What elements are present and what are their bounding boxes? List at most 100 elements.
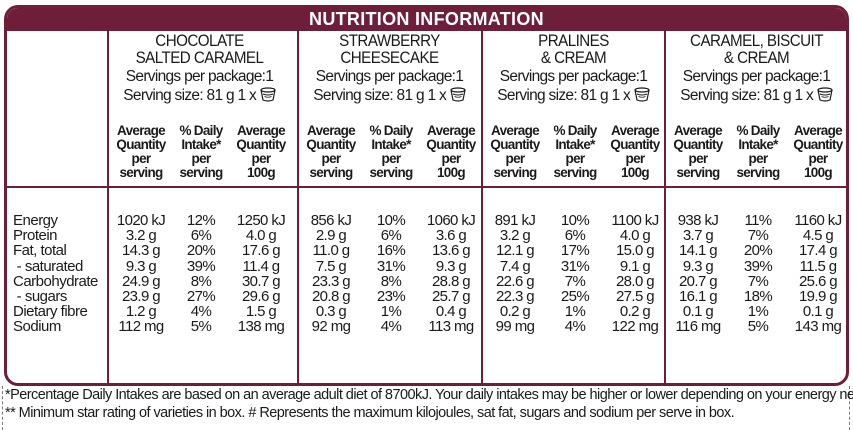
- value-saturated-avg-per-serving: 7.4 g: [499, 257, 531, 275]
- column-header-line: per: [505, 151, 526, 166]
- value-protein-avg-per-100g: 4.0 g: [619, 227, 651, 245]
- column-header-line: 100g: [621, 165, 650, 180]
- value-carbohydrate-daily-intake: 7%: [564, 272, 586, 290]
- value-dietary-fibre-avg-per-100g: 0.1 g: [802, 303, 834, 321]
- column-header-line: serving: [676, 165, 720, 180]
- product-header: STRAWBERRY CHEESECAKE Servings per package…: [299, 33, 480, 104]
- value-energy-avg-per-serving: 938 kJ: [677, 212, 719, 229]
- serving-size-text: Serving size: 81 g 1 x: [680, 87, 814, 104]
- column-header-line: serving: [493, 165, 537, 180]
- value-sugars-daily-intake: 27%: [186, 288, 216, 305]
- value-dietary-fibre-daily-intake: 1%: [564, 303, 586, 321]
- value-sugars-avg-per-serving: 22.3 g: [495, 288, 535, 305]
- row-label-saturated: - saturated: [13, 257, 84, 275]
- column-header-daily-intake: % Daily Intake* per serving: [361, 124, 421, 180]
- column-header-line: Quantity: [673, 137, 723, 152]
- column-divider: [481, 31, 483, 383]
- value-carbohydrate-avg-per-serving: 24.9 g: [121, 272, 161, 290]
- column-divider: [107, 31, 109, 383]
- value-energy-avg-per-serving: 891 kJ: [494, 212, 536, 229]
- value-dietary-fibre-daily-intake: 4%: [190, 303, 212, 321]
- column-header-line: per: [191, 151, 212, 166]
- column-header-line: per: [321, 151, 342, 166]
- value-carbohydrate-daily-intake: 8%: [190, 272, 212, 290]
- column-header-line: % Daily: [369, 123, 413, 138]
- column-header-line: % Daily: [553, 123, 597, 138]
- column-header-line: per: [565, 151, 586, 166]
- product-name-line: PRALINES: [538, 32, 609, 50]
- column-header-daily-intake: % Daily Intake* per serving: [545, 124, 605, 180]
- value-sodium-avg-per-100g: 138 mg: [237, 318, 285, 336]
- value-energy-avg-per-serving: 1020 kJ: [116, 212, 166, 229]
- value-dietary-fibre-avg-per-serving: 0.1 g: [682, 303, 714, 321]
- value-saturated-avg-per-serving: 9.3 g: [125, 257, 157, 275]
- nutrition-panel: NUTRITION INFORMATION CHOCOLATE SALTED CA…: [4, 5, 849, 386]
- yogurt-cup-icon: [260, 87, 276, 102]
- value-sodium-avg-per-serving: 112 mg: [118, 318, 164, 336]
- value-fat-total-daily-intake: 16%: [376, 242, 406, 260]
- value-carbohydrate-avg-per-100g: 30.7 g: [241, 272, 281, 290]
- column-header-line: serving: [179, 165, 223, 180]
- column-header-line: per: [251, 151, 272, 166]
- value-sodium-daily-intake: 5%: [190, 318, 212, 336]
- row-label-carbohydrate: Carbohydrate: [13, 272, 98, 290]
- value-sodium-avg-per-100g: 122 mg: [611, 318, 659, 336]
- value-energy-avg-per-serving: 856 kJ: [310, 212, 352, 229]
- column-header-line: per: [625, 151, 646, 166]
- column-header-line: per: [131, 151, 152, 166]
- value-fat-total-avg-per-100g: 13.6 g: [431, 242, 471, 260]
- value-energy-daily-intake: 10%: [560, 212, 590, 229]
- value-saturated-avg-per-100g: 11.5 g: [799, 257, 838, 275]
- value-fat-total-daily-intake: 20%: [186, 242, 216, 260]
- cut-line-left: [2, 386, 3, 430]
- value-sugars-daily-intake: 23%: [376, 288, 406, 305]
- value-sugars-avg-per-100g: 27.5 g: [615, 288, 655, 305]
- value-saturated-daily-intake: 31%: [560, 257, 590, 275]
- value-carbohydrate-avg-per-100g: 28.8 g: [431, 272, 471, 290]
- column-header-line: Average: [674, 123, 723, 138]
- serving-size: Serving size: 81 g 1 x: [109, 87, 290, 104]
- value-protein-avg-per-100g: 3.6 g: [435, 227, 467, 245]
- column-header-line: Average: [307, 123, 356, 138]
- value-fat-total-avg-per-100g: 17.4 g: [798, 242, 838, 260]
- value-dietary-fibre-avg-per-100g: 0.4 g: [435, 303, 467, 321]
- column-header-avg-per-serving: Average Quantity per serving: [485, 124, 545, 180]
- value-energy-avg-per-100g: 1100 kJ: [611, 212, 659, 229]
- value-energy-daily-intake: 10%: [376, 212, 406, 229]
- cut-line-right: [849, 386, 850, 430]
- value-saturated-daily-intake: 31%: [376, 257, 406, 275]
- value-protein-avg-per-serving: 3.2 g: [499, 227, 531, 245]
- value-fat-total-avg-per-serving: 12.1 g: [495, 242, 535, 260]
- column-header-line: serving: [553, 165, 597, 180]
- value-sugars-avg-per-100g: 25.7 g: [431, 288, 471, 305]
- product-header: PRALINES & CREAM Servings per package:1 Ser…: [483, 33, 664, 104]
- row-label-sodium: Sodium: [13, 318, 61, 336]
- value-carbohydrate-daily-intake: 7%: [747, 272, 769, 290]
- product-name-line: & CREAM: [723, 49, 790, 67]
- product-header: CHOCOLATE SALTED CARAMEL Servings per pack…: [109, 33, 290, 104]
- column-header-line: serving: [309, 165, 353, 180]
- value-protein-daily-intake: 6%: [190, 227, 212, 245]
- product-name-line: STRAWBERRY: [339, 32, 440, 50]
- column-header-line: Intake*: [738, 137, 778, 152]
- column-header-line: % Daily: [179, 123, 223, 138]
- column-header-avg-per-serving: Average Quantity per serving: [668, 124, 728, 180]
- column-header-line: Intake*: [555, 137, 595, 152]
- column-divider: [297, 31, 299, 383]
- value-sugars-avg-per-100g: 19.9 g: [798, 288, 838, 305]
- value-sodium-avg-per-100g: 113 mg: [428, 318, 474, 336]
- row-label-protein: Protein: [13, 227, 58, 245]
- value-saturated-daily-intake: 39%: [186, 257, 216, 275]
- column-header-line: Average: [117, 123, 166, 138]
- value-carbohydrate-avg-per-serving: 22.6 g: [495, 272, 535, 290]
- product-header: CARAMEL, BISCUIT & CREAM Servings per pack…: [666, 32, 846, 104]
- value-sugars-daily-intake: 25%: [560, 288, 590, 305]
- servings-per-package: Servings per package:1: [125, 68, 274, 85]
- value-protein-daily-intake: 6%: [380, 227, 402, 245]
- yogurt-cup-icon: [817, 87, 833, 102]
- column-header-line: % Daily: [736, 123, 780, 138]
- column-header-avg-per-100g: Average Quantity per 100g: [421, 124, 481, 180]
- product-name-line: CARAMEL, BISCUIT: [690, 32, 823, 50]
- serving-size: Serving size: 81 g 1 x: [666, 87, 846, 104]
- column-header-line: serving: [736, 165, 780, 180]
